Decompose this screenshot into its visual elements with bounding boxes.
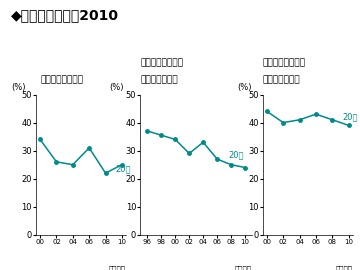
Text: 新製品・新商品: 新製品・新商品 [140,76,178,85]
Text: 関心のある情報：: 関心のある情報： [263,59,306,68]
Text: (%): (%) [109,83,123,92]
Text: 流行やトレンド: 流行やトレンド [263,76,301,85]
Text: ◆博報堂生活定点2010: ◆博報堂生活定点2010 [11,8,119,22]
Text: 20代: 20代 [342,113,358,122]
Text: (%): (%) [238,83,252,92]
Text: 新しいモノ好きな: 新しいモノ好きな [40,76,84,85]
Text: 20代: 20代 [115,164,131,173]
Text: （年度）: （年度） [235,266,252,270]
Text: （年度）: （年度） [336,266,353,270]
Text: （年度）: （年度） [109,266,126,270]
Text: 20代: 20代 [228,150,244,159]
Text: (%): (%) [11,83,25,92]
Text: 関心のある情報：: 関心のある情報： [140,59,183,68]
